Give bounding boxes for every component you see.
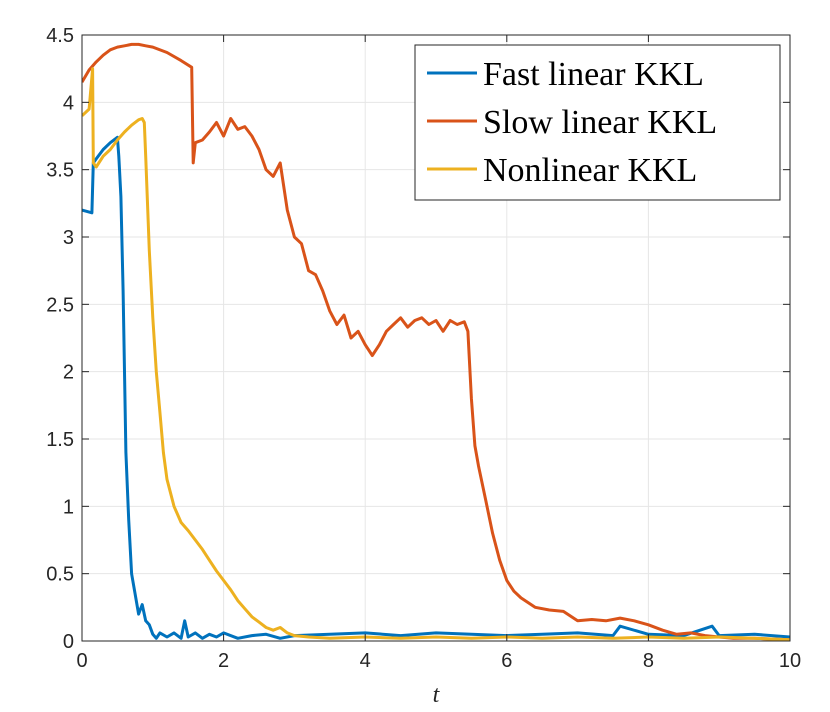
y-tick-label: 0 [63, 631, 74, 653]
y-tick-label: 3.5 [46, 160, 74, 182]
legend-label-nonlinear-kkl: Nonlinear KKL [483, 152, 697, 189]
y-tick-label: 2 [63, 362, 74, 384]
x-tick-label: 8 [643, 650, 654, 672]
data-series-group [82, 42, 790, 641]
series-line-nonlinear-kkl [82, 67, 790, 641]
ticks [81, 34, 791, 642]
legend: Fast linear KKL Slow linear KKL Nonlinear … [414, 44, 781, 201]
x-axis-label: t [433, 682, 441, 708]
plot-frame [81, 34, 791, 642]
legend-label-fast-linear-kkl: Fast linear KKL [483, 56, 704, 93]
y-tick-label: 1 [63, 496, 74, 518]
x-tick-label: 0 [76, 650, 87, 672]
x-tick-label: 6 [501, 650, 512, 672]
x-tick-label: 2 [218, 650, 229, 672]
y-tick-label: 3 [63, 227, 74, 249]
x-tick-label: 4 [360, 650, 371, 672]
legend-label-slow-linear-kkl: Slow linear KKL [483, 104, 717, 141]
series-line-slow-linear-kkl [82, 42, 790, 641]
y-tick-label: 4 [63, 92, 74, 114]
tick-labels: 0 2 4 6 8 10 0 0.5 1 1.5 2 2.5 3 3.5 4 4.5 [46, 25, 801, 672]
y-tick-label: 1.5 [46, 429, 74, 451]
series-line-fast-linear-kkl [82, 135, 790, 640]
y-tick-label: 0.5 [46, 564, 74, 586]
y-tick-label: 4.5 [46, 25, 74, 47]
x-tick-label: 10 [779, 650, 801, 672]
y-tick-label: 2.5 [46, 294, 74, 316]
